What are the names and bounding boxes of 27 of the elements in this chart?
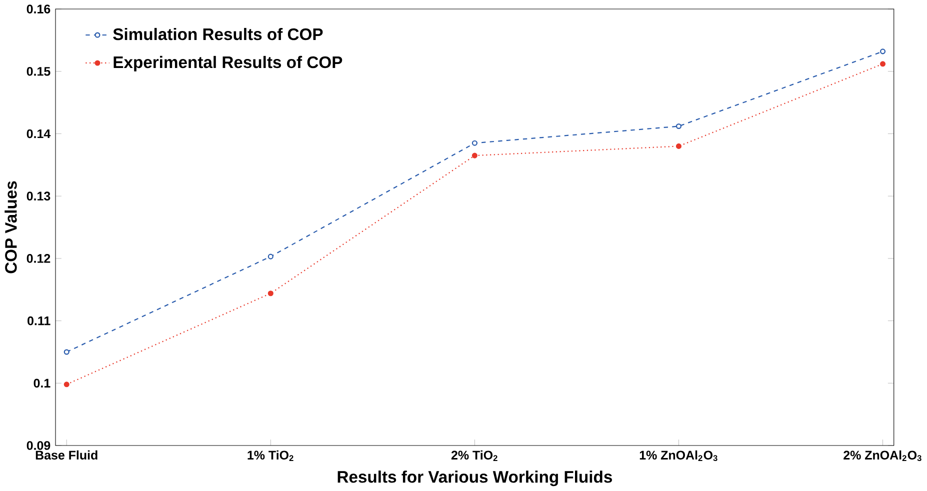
- point: [64, 382, 70, 388]
- y-tick-label: 0.15: [26, 67, 50, 76]
- x-tick-label: 2% TiO$_{2}$: [451, 450, 498, 462]
- legend-label: Experimental Results of COP: [114, 56, 342, 72]
- point: [472, 140, 478, 146]
- y-tick-label: 0.16: [26, 4, 50, 14]
- x-axis-title: Results for Various Working Fluids: [338, 470, 612, 486]
- y-axis-title: COP Values: [4, 181, 17, 274]
- point: [880, 61, 886, 67]
- y-tick-label: 0.11: [28, 316, 50, 326]
- y-tick-label: 0.14: [26, 129, 51, 138]
- point: [676, 124, 682, 130]
- point: [676, 144, 682, 150]
- y-tick-label: 0.13: [26, 192, 50, 201]
- x-tick-label: 1% TiO$_{2}$: [248, 450, 294, 462]
- y-tick-label: 0.09: [26, 441, 50, 450]
- legend-label: Simulation Results of COP: [113, 28, 323, 40]
- x-tick-label: 2% ZnOAl$_{2}$O$_{3}$: [844, 450, 922, 462]
- x-tick-label: 1% ZnOAl$_{2}$O$_{3}$: [640, 450, 718, 462]
- point: [268, 254, 274, 260]
- point: [268, 290, 274, 296]
- point: [472, 152, 478, 158]
- x-tick-label: Base Fluid: [36, 450, 98, 460]
- point: [880, 48, 886, 54]
- point: [64, 349, 70, 355]
- y-tick-label: 0.1: [34, 378, 50, 388]
- y-tick-label: 0.12: [26, 254, 50, 263]
